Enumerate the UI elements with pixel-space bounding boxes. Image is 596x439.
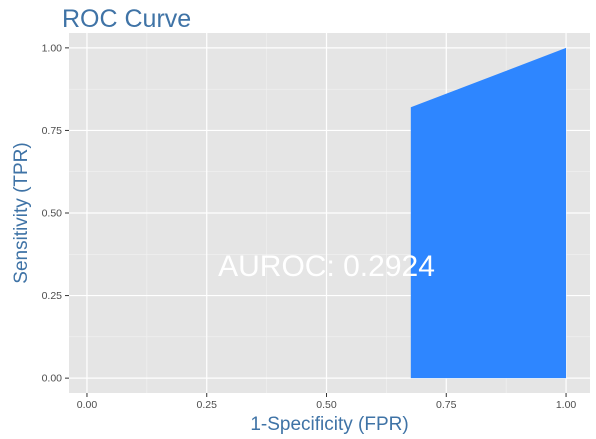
x-tick-label: 0.75 xyxy=(436,399,457,411)
x-tick-label: 0.00 xyxy=(77,399,98,411)
x-axis-title: 1-Specificity (FPR) xyxy=(250,414,408,435)
roc-area xyxy=(410,47,567,379)
x-tick-label: 0.50 xyxy=(316,399,337,411)
y-axis-title: Sensitivity (TPR) xyxy=(11,142,32,283)
y-tick-label: 0.00 xyxy=(42,373,63,385)
y-tick-label: 1.00 xyxy=(42,42,63,54)
y-tick-label: 0.25 xyxy=(42,290,63,302)
auroc-annotation: AUROC: 0.2924 xyxy=(218,250,435,283)
y-axis-ticks: 0.00 0.25 0.50 0.75 1.00 xyxy=(42,42,69,385)
y-tick-label: 0.75 xyxy=(42,125,63,137)
x-tick-label: 1.00 xyxy=(556,399,577,411)
major-gridlines xyxy=(69,33,590,393)
y-tick-label: 0.50 xyxy=(42,208,63,220)
roc-series xyxy=(410,47,567,379)
x-axis-ticks: 0.00 0.25 0.50 0.75 1.00 xyxy=(77,393,577,411)
chart-title: ROC Curve xyxy=(62,5,191,33)
x-tick-label: 0.25 xyxy=(197,399,218,411)
